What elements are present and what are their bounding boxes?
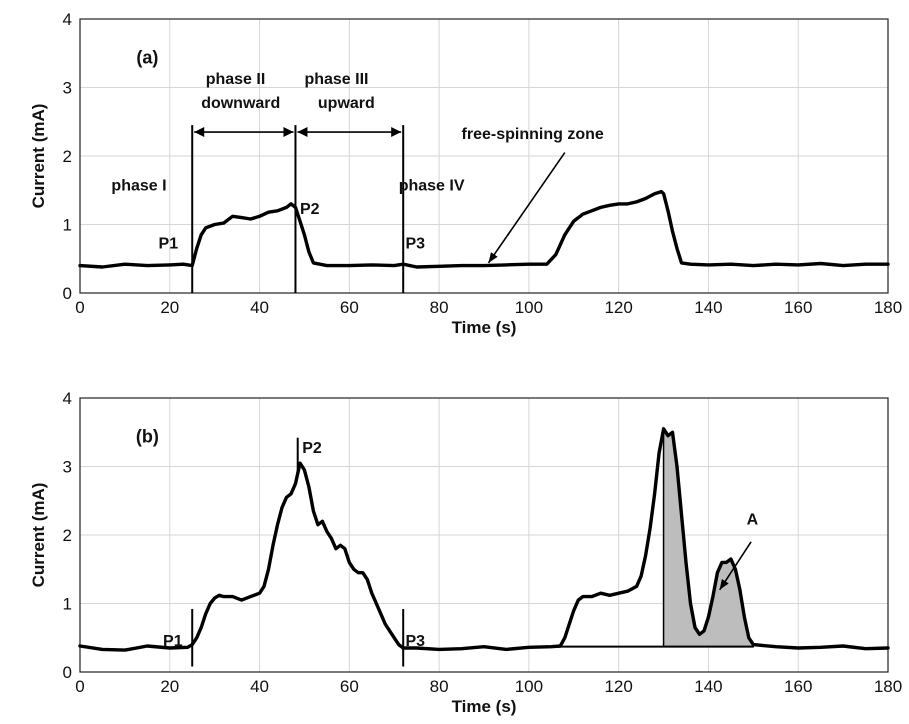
annotation-label: P1 [163, 633, 183, 650]
x-tick-label: 140 [694, 298, 722, 317]
y-tick-label: 3 [63, 458, 72, 477]
y-tick-label: 4 [63, 10, 72, 29]
pointer-arrow-head [719, 579, 729, 590]
range-arrow-head-left [297, 127, 308, 138]
annotation-label: P2 [302, 440, 322, 457]
annotation-label: free-spinning zone [462, 126, 604, 143]
y-tick-label: 3 [63, 79, 72, 98]
x-tick-label: 160 [784, 298, 812, 317]
annotation-label: A [747, 512, 759, 529]
plot-frame [79, 397, 889, 673]
annotation-label: upward [318, 95, 375, 112]
annotation-label: phase II [206, 71, 266, 88]
x-tick-label: 100 [515, 677, 543, 696]
y-tick-label: 2 [63, 526, 72, 545]
range-arrow-head-left [194, 127, 205, 138]
annotation-label: P3 [405, 633, 425, 650]
x-tick-label: 120 [604, 677, 632, 696]
x-tick-label: 60 [340, 298, 359, 317]
pointer-arrow-shaft [487, 152, 566, 264]
x-tick-label: 140 [694, 677, 722, 696]
x-tick-label: 80 [430, 677, 449, 696]
y-axis-label: Current (mA) [29, 483, 48, 588]
y-tick-label: 2 [63, 147, 72, 166]
y-tick-label: 4 [63, 389, 72, 408]
range-arrow-head-right [283, 127, 294, 138]
current-series-line [78, 427, 890, 652]
range-arrow-head-right [391, 127, 402, 138]
x-tick-label: 80 [430, 298, 449, 317]
panel-label: (b) [136, 427, 159, 447]
annotation-label: phase I [111, 177, 166, 194]
y-tick-label: 1 [63, 216, 72, 235]
y-tick-label: 1 [63, 595, 72, 614]
panel-b: 0 20 40 60 80 100 120 140 160 180 0 1 2 3 4 P1 P2 P3 A (b) T… [29, 389, 902, 716]
x-tick-label: 40 [250, 298, 269, 317]
x-tick-label: 40 [250, 677, 269, 696]
annotation-label: phase IV [399, 177, 465, 194]
x-tick-label: 160 [784, 677, 812, 696]
x-tick-label: 20 [160, 298, 179, 317]
panel-a: 0 20 40 60 80 100 120 140 160 180 0 1 2 3 4 phase I phas… [29, 10, 902, 337]
x-tick-label: 180 [874, 298, 902, 317]
pointer-arrow-head [488, 252, 498, 263]
x-tick-label: 100 [515, 298, 543, 317]
current-series-line [78, 189, 890, 269]
y-axis-label: Current (mA) [29, 104, 48, 209]
x-axis-label: Time (s) [452, 697, 517, 716]
annotation-label: P2 [300, 201, 320, 218]
x-tick-label: 0 [75, 677, 84, 696]
annotation-label: phase III [304, 71, 368, 88]
x-tick-label: 0 [75, 298, 84, 317]
x-tick-label: 120 [604, 298, 632, 317]
annotation-label: P1 [159, 235, 179, 252]
x-axis-label: Time (s) [452, 318, 517, 337]
annotation-label: P3 [405, 235, 425, 252]
x-tick-label: 60 [340, 677, 359, 696]
y-tick-label: 0 [63, 663, 72, 682]
panel-label: (a) [136, 48, 158, 68]
y-tick-label: 0 [63, 284, 72, 303]
x-tick-label: 20 [160, 677, 179, 696]
plot-frame [79, 18, 889, 294]
x-tick-label: 180 [874, 677, 902, 696]
annotation-label: downward [201, 95, 280, 112]
